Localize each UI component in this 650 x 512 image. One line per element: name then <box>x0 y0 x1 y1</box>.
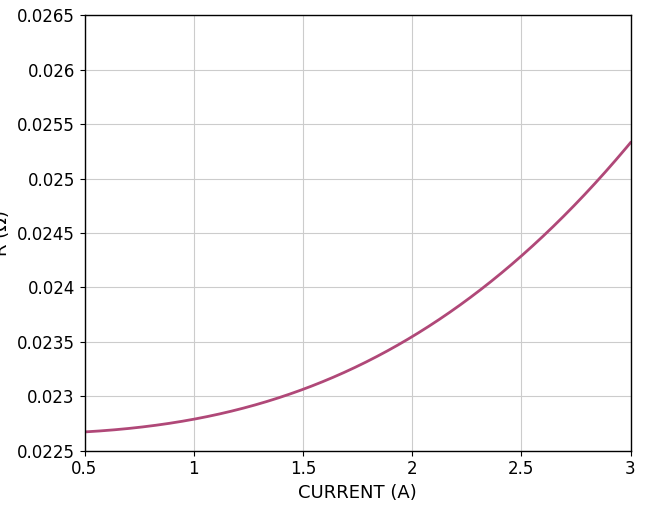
Y-axis label: R (Ω): R (Ω) <box>0 210 11 256</box>
X-axis label: CURRENT (A): CURRENT (A) <box>298 484 417 502</box>
